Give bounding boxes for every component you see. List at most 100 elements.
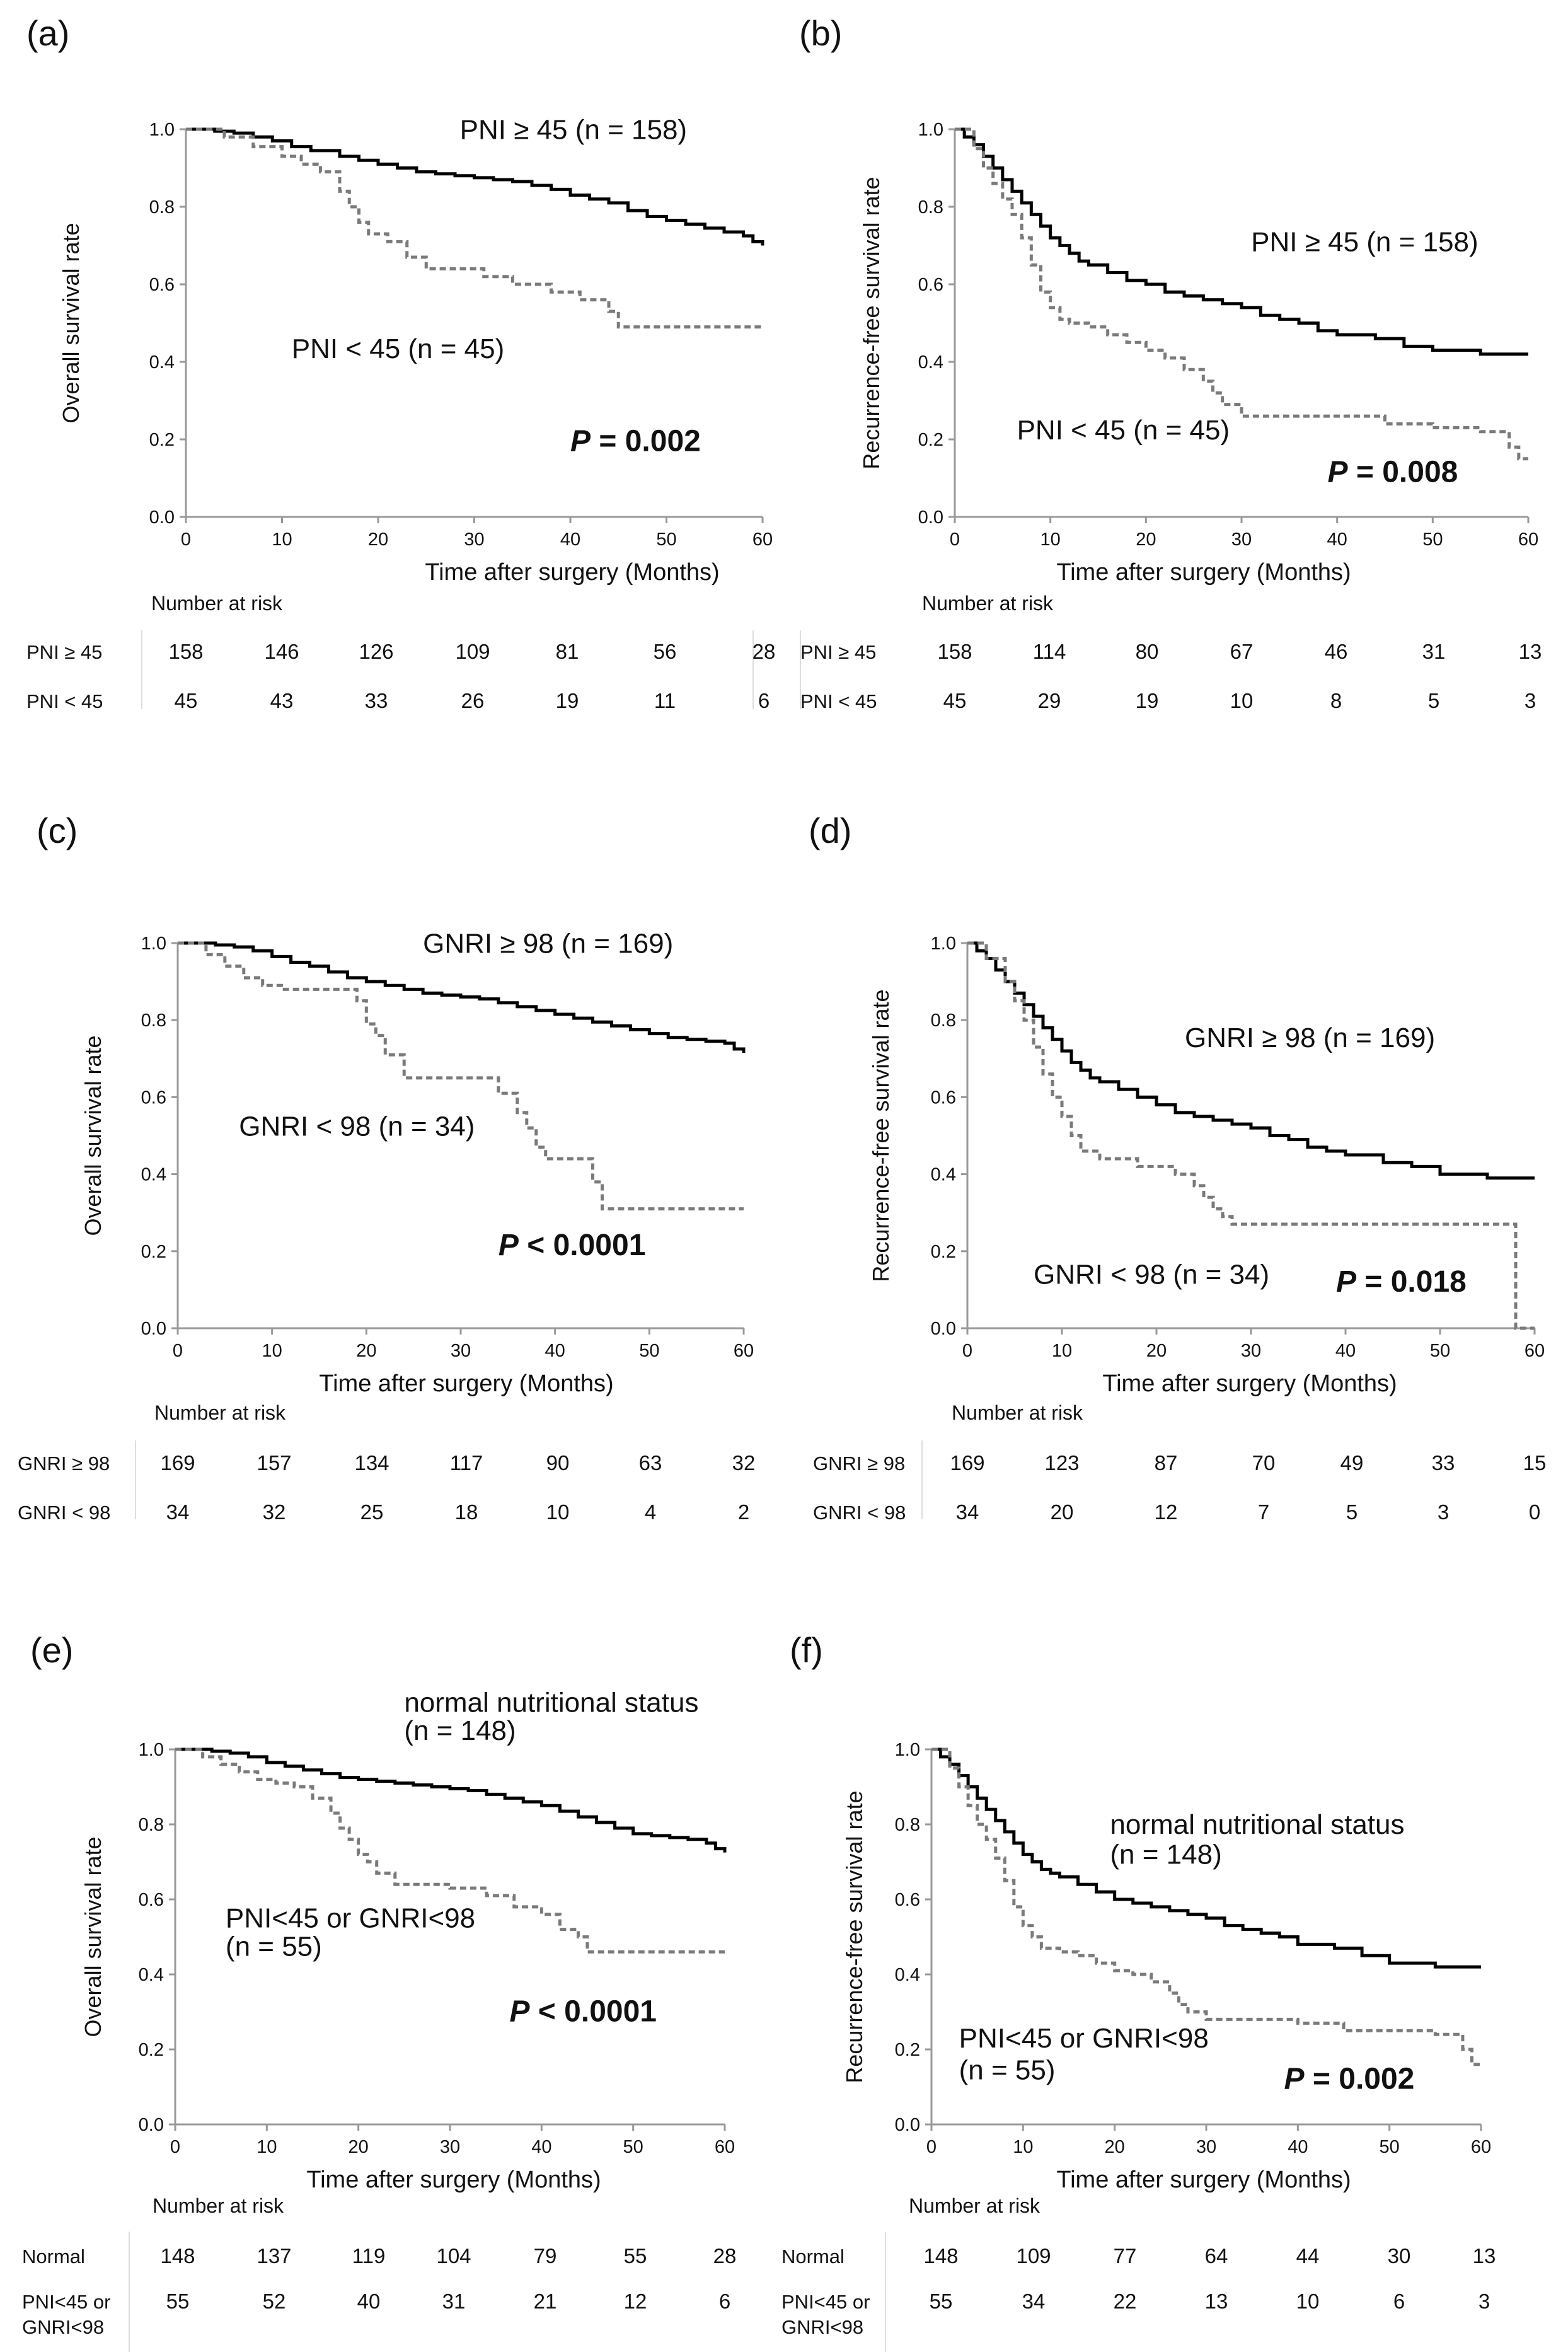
y-axis-label: Recurrence-free survival rate bbox=[858, 177, 884, 469]
risk-table-title: Number at risk bbox=[154, 1401, 286, 1424]
risk-value: 79 bbox=[534, 2244, 557, 2268]
risk-value: 55 bbox=[930, 2290, 953, 2313]
risk-value: 20 bbox=[1051, 1500, 1074, 1524]
x-tick-label: 60 bbox=[752, 530, 773, 550]
p-value-rest: = 0.008 bbox=[1348, 456, 1458, 489]
x-tick-label: 50 bbox=[1430, 1341, 1450, 1361]
x-tick-label: 20 bbox=[1146, 1341, 1167, 1361]
x-tick-label: 10 bbox=[1052, 1341, 1072, 1361]
risk-value: 134 bbox=[354, 1451, 389, 1474]
risk-row-label: PNI ≥ 45 bbox=[800, 641, 876, 663]
y-tick-label: 1.0 bbox=[895, 1740, 920, 1760]
km-curve-low bbox=[186, 127, 763, 329]
y-axis-label: Overall survival rate bbox=[80, 1836, 106, 2037]
risk-row-label-line: GNRI < 98 bbox=[813, 1502, 906, 1524]
x-tick-label: 60 bbox=[1471, 2137, 1491, 2157]
p-value: P < 0.0001 bbox=[509, 1995, 657, 2028]
x-tick-label: 20 bbox=[356, 1341, 376, 1361]
x-tick-label: 40 bbox=[545, 1341, 565, 1361]
risk-value: 33 bbox=[365, 689, 388, 712]
risk-value: 148 bbox=[923, 2244, 958, 2268]
risk-value: 30 bbox=[1388, 2244, 1411, 2268]
risk-row-label-line: PNI ≥ 45 bbox=[800, 641, 876, 663]
risk-value: 104 bbox=[436, 2244, 471, 2268]
risk-value: 4 bbox=[645, 1500, 656, 1524]
x-tick-label: 10 bbox=[257, 2137, 277, 2157]
risk-value: 148 bbox=[160, 2244, 195, 2268]
risk-value: 10 bbox=[1230, 689, 1254, 712]
y-tick-label: 0.6 bbox=[141, 1087, 166, 1108]
risk-row-label: PNI < 45 bbox=[800, 690, 877, 712]
risk-value: 70 bbox=[1252, 1451, 1276, 1474]
x-tick-label: 20 bbox=[349, 2137, 369, 2157]
x-tick-label: 10 bbox=[262, 1341, 282, 1361]
risk-table-title: Number at risk bbox=[909, 2194, 1041, 2217]
risk-row-label-line: PNI<45 or bbox=[781, 2291, 870, 2313]
y-axis-label: Recurrence-free survival rate bbox=[868, 989, 894, 1282]
risk-value: 80 bbox=[1136, 640, 1159, 663]
y-tick-label: 0.4 bbox=[139, 1965, 164, 1985]
risk-row-label: PNI ≥ 45 bbox=[26, 641, 102, 663]
risk-table-title: Number at risk bbox=[922, 592, 1054, 615]
y-tick-label: 0.6 bbox=[139, 1890, 164, 1910]
risk-value: 31 bbox=[1422, 640, 1446, 663]
risk-value: 33 bbox=[1432, 1451, 1455, 1474]
risk-value: 8 bbox=[1330, 689, 1342, 712]
curve-annotation: GNRI ≥ 98 (n = 169) bbox=[423, 928, 673, 959]
risk-row-label: Normal bbox=[781, 2245, 845, 2268]
curve-annotation: (n = 148) bbox=[404, 1715, 516, 1746]
km-curve-low bbox=[955, 127, 1528, 461]
p-value: P < 0.0001 bbox=[499, 1229, 646, 1262]
km-curve-high bbox=[178, 941, 746, 1053]
x-axis-label: Time after surgery (Months) bbox=[1102, 1370, 1397, 1397]
y-tick-label: 0.8 bbox=[895, 1815, 920, 1835]
panel-label: (a) bbox=[26, 13, 69, 53]
risk-value: 13 bbox=[1519, 640, 1542, 663]
risk-value: 40 bbox=[357, 2290, 381, 2313]
x-axis-label: Time after surgery (Months) bbox=[1056, 2167, 1351, 2193]
x-tick-label: 50 bbox=[623, 2137, 643, 2157]
panel-a: (a) 0.0 0.2 0.4 0.6 0.8 1.0 0 10 20 30 40 50 60 Overal… bbox=[26, 13, 775, 712]
y-tick-label: 0.2 bbox=[139, 2040, 164, 2060]
risk-value: 19 bbox=[1136, 689, 1159, 712]
curve-annotation: normal nutritional status bbox=[404, 1688, 698, 1718]
x-tick-label: 10 bbox=[1041, 530, 1061, 550]
y-tick-label: 0.0 bbox=[149, 507, 175, 528]
curve-annotation: PNI < 45 (n = 45) bbox=[1017, 415, 1230, 446]
y-axis-label: Recurrence-free survival rate bbox=[841, 1790, 867, 2083]
risk-value: 0 bbox=[1529, 1500, 1540, 1524]
y-tick-label: 0.8 bbox=[931, 1011, 956, 1031]
risk-value: 109 bbox=[455, 640, 490, 663]
panel-c: (c) 0.0 0.2 0.4 0.6 0.8 1.0 0 10 20 30 40 50 60 Overal… bbox=[18, 811, 755, 1524]
curve-annotation: PNI ≥ 45 (n = 158) bbox=[1251, 227, 1478, 258]
p-value-rest: < 0.0001 bbox=[529, 1995, 657, 2028]
curve-annotation: PNI < 45 (n = 45) bbox=[292, 333, 505, 364]
km-curve-low bbox=[931, 1747, 1481, 2066]
risk-value: 43 bbox=[270, 689, 294, 712]
x-tick-label: 40 bbox=[531, 2137, 551, 2157]
x-tick-label: 50 bbox=[639, 1341, 659, 1361]
curve-annotation: GNRI < 98 (n = 34) bbox=[239, 1111, 475, 1142]
risk-value: 19 bbox=[556, 689, 579, 712]
risk-row-label: GNRI < 98 bbox=[813, 1502, 906, 1524]
y-tick-label: 0.2 bbox=[895, 2040, 920, 2060]
y-tick-label: 0.2 bbox=[141, 1242, 166, 1262]
risk-value: 169 bbox=[950, 1451, 984, 1474]
panel-label: (b) bbox=[799, 13, 842, 53]
risk-value: 2 bbox=[738, 1500, 749, 1524]
panel-e: (e) 0.0 0.2 0.4 0.6 0.8 1.0 0 10 20 30 40 50 60 Overal… bbox=[22, 1630, 736, 2352]
curve-annotation: PNI<45 or GNRI<98 bbox=[226, 1903, 475, 1934]
p-value-rest: = 0.002 bbox=[591, 424, 701, 458]
x-tick-label: 30 bbox=[1241, 1341, 1261, 1361]
p-symbol: P bbox=[1284, 2062, 1305, 2095]
x-tick-label: 50 bbox=[656, 530, 676, 550]
risk-value: 25 bbox=[360, 1500, 384, 1524]
x-tick-label: 0 bbox=[173, 1341, 183, 1361]
panel-label: (e) bbox=[30, 1630, 73, 1670]
risk-value: 11 bbox=[654, 689, 676, 712]
x-tick-label: 40 bbox=[1327, 530, 1347, 550]
p-value: P = 0.002 bbox=[1284, 2062, 1415, 2095]
risk-value: 45 bbox=[943, 689, 967, 712]
risk-table-title: Number at risk bbox=[952, 1401, 1083, 1424]
p-symbol: P bbox=[509, 1995, 530, 2028]
